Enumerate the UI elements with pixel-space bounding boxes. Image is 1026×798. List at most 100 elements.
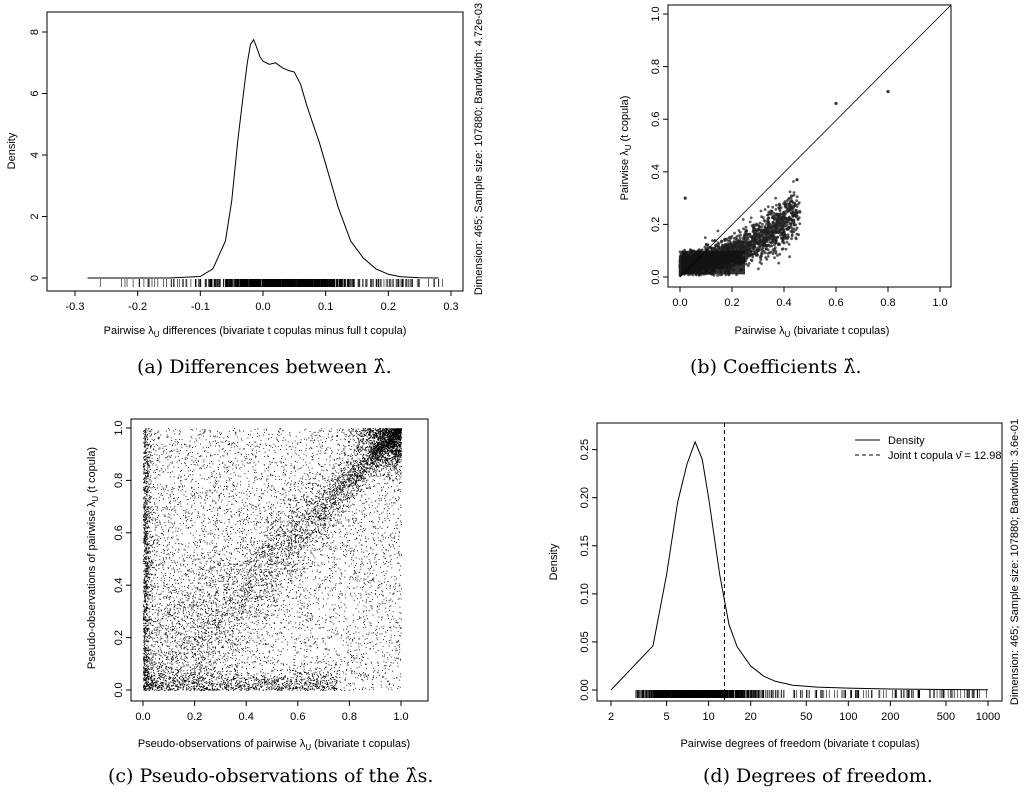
chart-c-point [295, 534, 297, 536]
chart-c-point [350, 651, 352, 652]
chart-c-point [178, 548, 179, 550]
chart-c-point [351, 484, 353, 486]
chart-c-point [237, 446, 239, 448]
chart-c-point [306, 502, 308, 504]
chart-b-point [749, 258, 753, 262]
chart-c-point [254, 527, 255, 529]
chart-c-point [326, 518, 328, 520]
chart-b-point [776, 254, 779, 257]
chart-b-point [792, 193, 796, 197]
chart-c-point [274, 679, 276, 681]
chart-c-point [351, 671, 352, 673]
chart-c-point [374, 507, 376, 509]
chart-c-point [393, 625, 394, 627]
chart-c-point [375, 470, 377, 472]
chart-c-point [225, 624, 227, 626]
chart-c-point [382, 651, 383, 653]
chart-c-point [197, 616, 198, 618]
chart-c-point [348, 652, 350, 654]
chart-c-point [211, 675, 212, 677]
chart-c-point [348, 444, 349, 446]
chart-c-point [299, 583, 301, 585]
chart-c-point [303, 655, 305, 657]
chart-c-point [359, 485, 361, 487]
chart-c-point [160, 638, 162, 640]
chart-c-points [143, 428, 402, 691]
chart-c-point [189, 687, 191, 689]
chart-c-point [213, 579, 215, 581]
chart-c-point [155, 560, 157, 561]
chart-c-point [385, 537, 386, 539]
chart-c-point [306, 534, 308, 536]
chart-c-point [178, 501, 180, 503]
chart-c-point [330, 581, 332, 583]
chart-b-point [730, 234, 734, 238]
chart-c-point [319, 510, 321, 512]
chart-c-point [316, 446, 318, 448]
chart-c-point [399, 583, 401, 585]
chart-c-point [193, 489, 195, 490]
chart-c-point [193, 620, 195, 622]
chart-b-point [782, 241, 786, 245]
chart-b-point [762, 219, 766, 222]
chart-c-point [151, 592, 153, 594]
chart-b-point [723, 244, 727, 248]
chart-c-point [320, 484, 322, 486]
chart-c-point [354, 672, 356, 674]
chart-c-point [245, 458, 247, 460]
chart-b-point [789, 199, 793, 203]
chart-b-point [779, 224, 783, 228]
chart-a: -0.3 -0.2 -0.1 0.0 0.1 0.2 0.3 0 2 4 6 8 Density Pair… [6, 3, 485, 339]
chart-c-point [329, 507, 331, 509]
chart-c-point [383, 639, 384, 641]
chart-c-point [167, 662, 168, 664]
chart-c-point [306, 439, 308, 441]
chart-c-point [149, 607, 151, 609]
chart-c-point [268, 651, 270, 653]
chart-c-point [206, 604, 208, 605]
chart-c-point [216, 477, 217, 479]
chart-c-point [323, 486, 325, 488]
chart-c-ytick-label: 0.8 [113, 473, 125, 488]
chart-b-point [787, 216, 791, 220]
chart-c-point [385, 597, 387, 599]
chart-b-point [776, 224, 779, 228]
chart-b-ytick-label: 0.6 [650, 112, 662, 127]
chart-c-point [364, 676, 365, 678]
chart-c-point [260, 497, 262, 499]
chart-c-point [372, 614, 374, 616]
chart-b-point [766, 220, 769, 224]
chart-c-point [276, 439, 278, 440]
chart-c-point [182, 619, 184, 621]
chart-c-point [204, 467, 206, 469]
chart-c-point [229, 552, 230, 554]
chart-c-point [288, 564, 290, 566]
chart-c-point [223, 620, 225, 622]
chart-c-point [332, 566, 334, 568]
chart-c-point [244, 595, 246, 597]
chart-c-point [194, 634, 196, 636]
chart-c-point [260, 598, 262, 600]
chart-c-point [163, 449, 165, 451]
chart-c-point [155, 658, 157, 660]
chart-c-point [391, 600, 393, 602]
chart-c-point [307, 577, 308, 579]
chart-c-point [191, 524, 193, 526]
chart-c-point [353, 522, 354, 524]
chart-c-point [335, 627, 337, 629]
chart-a-ytick-label: 0 [29, 275, 41, 281]
chart-c-point [245, 456, 247, 457]
chart-c-point [354, 539, 356, 540]
chart-c-point [349, 540, 350, 541]
chart-b-point [753, 228, 757, 231]
chart-c-point [243, 569, 244, 571]
chart-c-point [308, 537, 310, 539]
chart-c-point [199, 594, 201, 595]
chart-c-point [245, 563, 247, 565]
chart-c-point [198, 672, 200, 673]
chart-c-point [311, 459, 313, 461]
chart-c-point [157, 650, 159, 651]
chart-c-point [366, 599, 367, 601]
chart-c-point [245, 612, 247, 614]
chart-c-point [324, 655, 326, 657]
